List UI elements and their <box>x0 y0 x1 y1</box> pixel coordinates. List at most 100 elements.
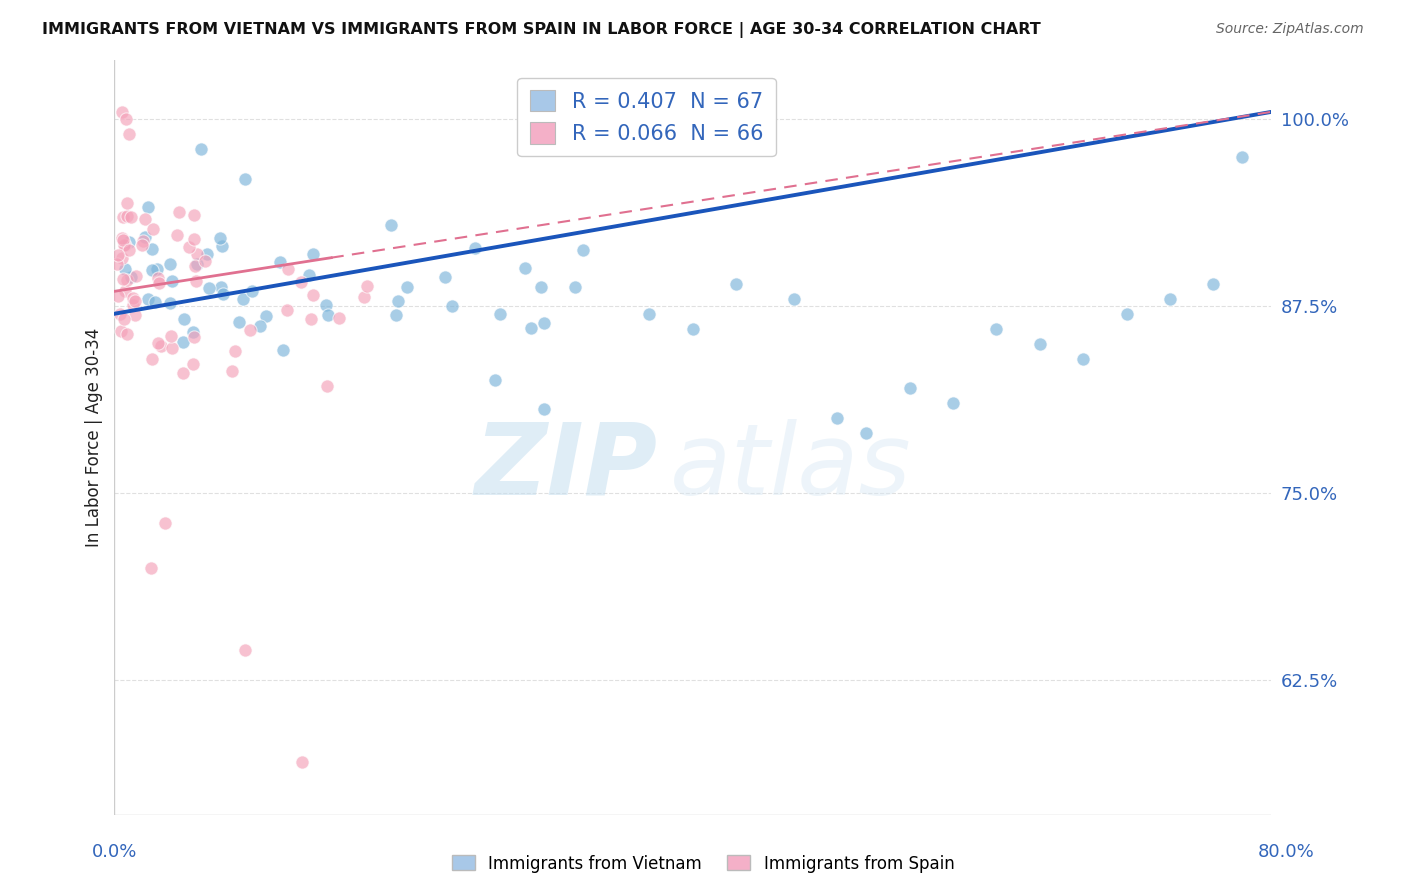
Point <box>533 316 555 330</box>
Point <box>115 210 138 224</box>
Point <box>124 308 146 322</box>
Point <box>385 308 408 322</box>
Point <box>301 247 323 261</box>
Point <box>111 104 134 119</box>
Point <box>827 411 849 425</box>
Point <box>115 112 138 127</box>
Point <box>484 374 506 388</box>
Point <box>190 142 212 156</box>
Point <box>118 128 141 142</box>
Point <box>115 327 138 342</box>
Point <box>172 335 194 350</box>
Point <box>291 756 314 770</box>
Point <box>120 269 142 284</box>
Point <box>564 280 586 294</box>
Point <box>141 242 163 256</box>
Point <box>146 336 169 351</box>
Point <box>111 231 134 245</box>
Point <box>240 284 263 298</box>
Point <box>139 561 162 575</box>
Point <box>111 272 134 286</box>
Point <box>271 343 294 357</box>
Point <box>316 308 339 322</box>
Point <box>183 209 205 223</box>
Point <box>224 343 246 358</box>
Point <box>141 263 163 277</box>
Point <box>107 248 129 262</box>
Point <box>328 310 350 325</box>
Point <box>166 228 188 243</box>
Point <box>118 235 141 249</box>
Point <box>302 288 325 302</box>
Point <box>572 244 595 258</box>
Point <box>1115 307 1137 321</box>
Point <box>290 275 312 289</box>
Point <box>110 251 132 265</box>
Point <box>183 259 205 273</box>
Text: 0.0%: 0.0% <box>91 843 136 861</box>
Point <box>183 330 205 344</box>
Point <box>183 232 205 246</box>
Point <box>783 292 806 306</box>
Point <box>387 294 409 309</box>
Point <box>107 257 129 271</box>
Point <box>114 238 136 252</box>
Point <box>986 321 1008 335</box>
Point <box>530 280 553 294</box>
Point <box>380 218 402 232</box>
Point <box>233 172 256 186</box>
Point <box>124 268 146 283</box>
Point <box>160 342 183 356</box>
Point <box>209 280 232 294</box>
Point <box>107 289 129 303</box>
Point <box>353 290 375 304</box>
Point <box>233 643 256 657</box>
Point <box>855 426 877 441</box>
Point <box>276 303 298 318</box>
Point <box>209 231 232 245</box>
Point <box>232 292 254 306</box>
Point <box>186 247 208 261</box>
Point <box>1071 351 1094 366</box>
Point <box>143 294 166 309</box>
Point <box>153 516 176 530</box>
Point <box>298 268 321 283</box>
Point <box>122 291 145 305</box>
Point <box>638 307 661 321</box>
Point <box>160 274 183 288</box>
Point <box>194 254 217 268</box>
Point <box>112 211 135 225</box>
Point <box>159 256 181 270</box>
Point <box>120 210 142 224</box>
Point <box>396 280 419 294</box>
Point <box>239 323 262 337</box>
Point <box>159 329 181 343</box>
Point <box>195 246 218 260</box>
Point <box>315 378 337 392</box>
Legend: Immigrants from Vietnam, Immigrants from Spain: Immigrants from Vietnam, Immigrants from… <box>444 848 962 880</box>
Point <box>136 292 159 306</box>
Point <box>183 325 205 339</box>
Point <box>148 276 170 290</box>
Point <box>114 261 136 276</box>
Point <box>181 357 204 371</box>
Point <box>112 311 135 326</box>
Point <box>221 364 243 378</box>
Point <box>942 396 965 410</box>
Point <box>315 298 337 312</box>
Text: ZIP: ZIP <box>475 418 658 516</box>
Point <box>179 240 201 254</box>
Point <box>172 366 194 380</box>
Point <box>148 270 170 285</box>
Point <box>112 237 135 252</box>
Point <box>108 307 131 321</box>
Point <box>114 284 136 298</box>
Text: 80.0%: 80.0% <box>1258 843 1315 861</box>
Point <box>110 324 132 338</box>
Point <box>111 233 134 247</box>
Point <box>533 401 555 416</box>
Point <box>464 241 486 255</box>
Point <box>134 211 156 226</box>
Point <box>682 321 704 335</box>
Text: Source: ZipAtlas.com: Source: ZipAtlas.com <box>1216 22 1364 37</box>
